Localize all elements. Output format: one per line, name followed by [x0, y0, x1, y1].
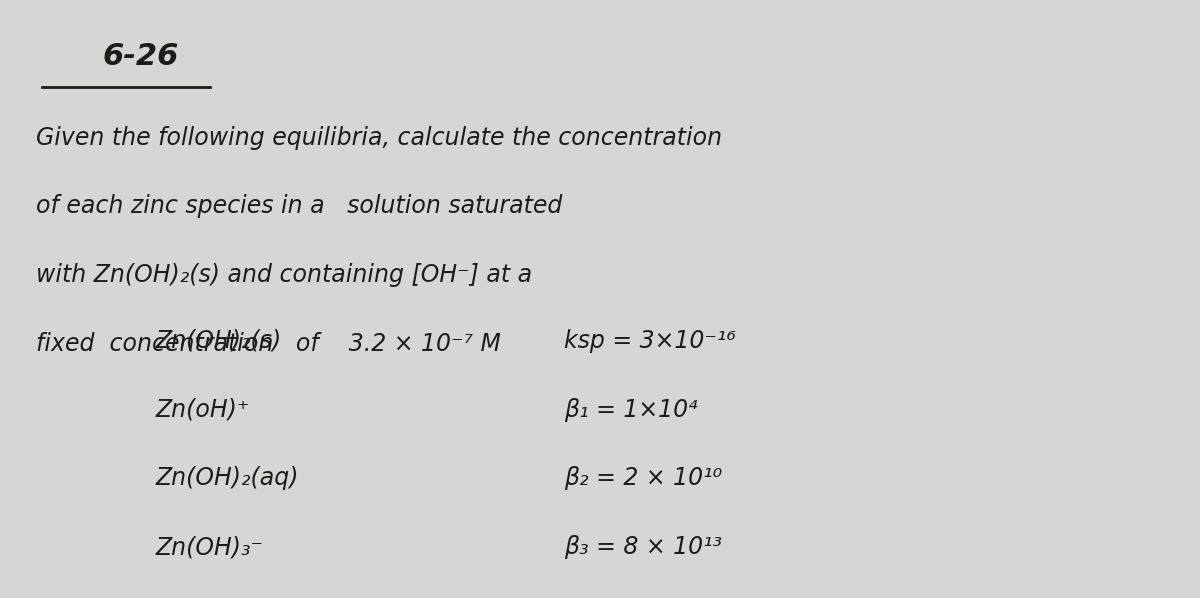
Text: β₁ = 1×10⁴: β₁ = 1×10⁴ — [564, 398, 697, 422]
Text: Zn(OH)₂(s): Zn(OH)₂(s) — [156, 329, 282, 353]
Text: with Zn(OH)₂(s) and containing [OH⁻] at a: with Zn(OH)₂(s) and containing [OH⁻] at … — [36, 263, 532, 287]
Text: β₂ = 2 × 10¹⁰: β₂ = 2 × 10¹⁰ — [564, 466, 722, 490]
Text: β₃ = 8 × 10¹³: β₃ = 8 × 10¹³ — [564, 535, 722, 559]
Text: Zn(OH)₂(aq): Zn(OH)₂(aq) — [156, 466, 300, 490]
Text: of each zinc species in a   solution saturated: of each zinc species in a solution satur… — [36, 194, 563, 218]
Text: 6-26: 6-26 — [102, 42, 179, 71]
Text: Given the following equilibria, calculate the concentration: Given the following equilibria, calculat… — [36, 126, 722, 150]
Text: fixed  concentration   of    3.2 × 10⁻⁷ M: fixed concentration of 3.2 × 10⁻⁷ M — [36, 332, 500, 356]
Text: Zn(oH)⁺: Zn(oH)⁺ — [156, 398, 251, 422]
Text: Zn(OH)₃⁻: Zn(OH)₃⁻ — [156, 535, 264, 559]
Text: ksp = 3×10⁻¹⁶: ksp = 3×10⁻¹⁶ — [564, 329, 736, 353]
